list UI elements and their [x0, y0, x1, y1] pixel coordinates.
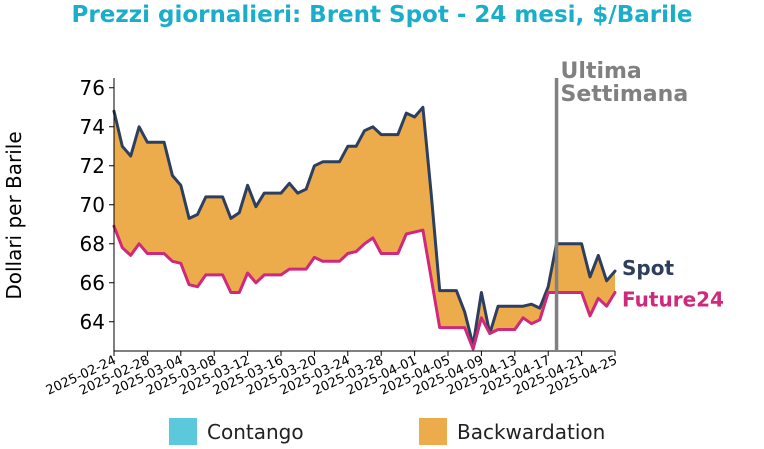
- y-tick-label: 70: [80, 193, 105, 217]
- legend: Contango Backwardation: [169, 418, 605, 445]
- y-tick-label: 72: [80, 154, 105, 178]
- backwardation-area: [114, 107, 615, 349]
- y-tick-label: 76: [80, 76, 105, 100]
- y-tick-label: 74: [80, 115, 105, 139]
- legend-label-backwardation: Backwardation: [457, 420, 605, 444]
- series-line-future24: [112, 224, 617, 351]
- y-tick-label: 68: [80, 232, 105, 256]
- series-line-spot: [112, 105, 617, 347]
- y-tick-label: 66: [80, 271, 105, 295]
- series-label-layer: Spot Future24: [622, 256, 724, 311]
- legend-label-contango: Contango: [207, 420, 304, 444]
- y-tick-label: 64: [80, 310, 105, 334]
- chart-title: Prezzi giornalieri: Brent Spot - 24 mesi…: [71, 2, 693, 28]
- series-label-spot: Spot: [622, 256, 674, 280]
- legend-swatch-contango: [169, 418, 197, 445]
- series-line-layer: [112, 105, 617, 351]
- series-label-future24: Future24: [622, 288, 724, 312]
- spread-fill-layer: [114, 107, 615, 349]
- annotation-label-line2: Settimana: [561, 82, 689, 107]
- legend-swatch-backwardation: [419, 418, 447, 445]
- annotation-label-line1: Ultima: [561, 59, 642, 84]
- y-axis-label: Dollari per Barile: [2, 131, 26, 299]
